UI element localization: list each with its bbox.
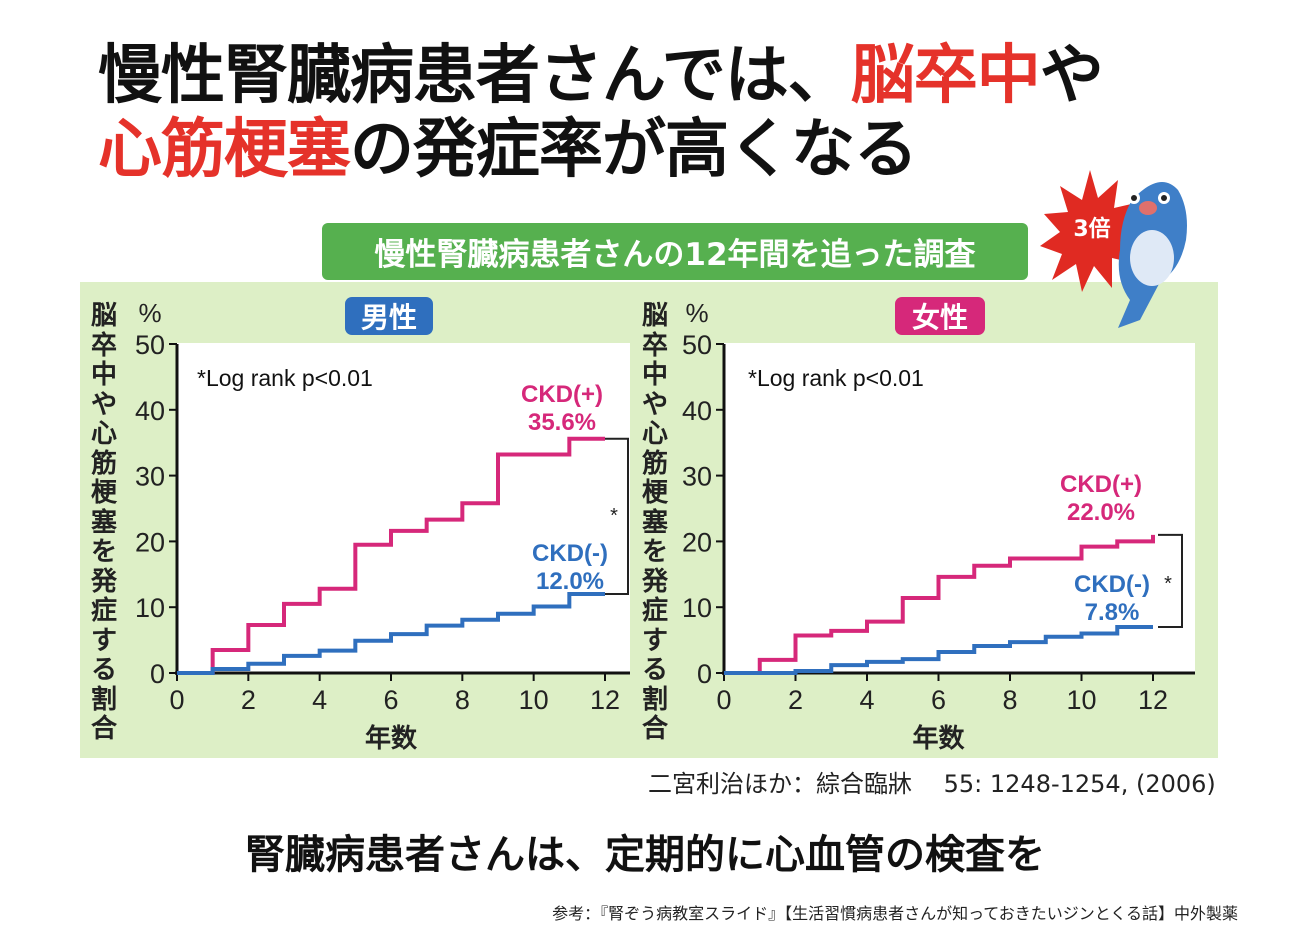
burst-text: 3倍 <box>1073 216 1110 242</box>
series-end-value: 35.6% <box>528 409 596 436</box>
citation: 二宮利治ほか：綜合臨牀 55: 1248-1254, (2006) <box>648 770 1216 798</box>
logrank-annotation: *Log rank p<0.01 <box>748 365 924 391</box>
x-tick-label: 0 <box>716 685 731 715</box>
significance-star: * <box>610 505 618 527</box>
series-label: CKD(+) <box>521 381 603 408</box>
series-end-value: 22.0% <box>1067 499 1135 526</box>
series-line-ckd-negative <box>724 624 1153 675</box>
x-tick-label: 2 <box>241 685 256 715</box>
male-y-axis-title: 脳卒中や心筋梗塞を発症する割合 <box>90 301 117 744</box>
series-line-ckd-positive <box>177 436 605 675</box>
x-tick-label: 4 <box>312 685 327 715</box>
y-tick-label: 20 <box>682 527 712 557</box>
series-label: CKD(-) <box>1074 571 1150 598</box>
x-axis-title: 年数 <box>912 723 965 753</box>
y-tick-label: 10 <box>682 593 712 623</box>
x-tick-label: 6 <box>383 685 398 715</box>
logrank-annotation: *Log rank p<0.01 <box>197 365 373 391</box>
x-tick-label: 2 <box>788 685 803 715</box>
headline-text: や <box>1039 39 1104 113</box>
series-line-ckd-negative <box>177 592 605 675</box>
headline-highlight-stroke: 脳卒中 <box>850 39 1041 113</box>
x-tick-label: 12 <box>590 685 620 715</box>
headline-text: の発症率が高くなる <box>350 113 918 187</box>
female-y-axis-title: 脳卒中や心筋梗塞を発症する割合 <box>641 301 668 744</box>
y-tick-label: 30 <box>135 462 165 492</box>
headline-line-1: 慢性腎臓病患者さんでは、脳卒中や <box>98 44 1104 108</box>
y-tick-label: 40 <box>682 396 712 426</box>
y-tick-label: 0 <box>697 659 712 689</box>
headline-text: 慢性腎臓病患者さんでは、 <box>98 39 852 113</box>
y-tick-label: 30 <box>682 462 712 492</box>
shark-mascot-icon <box>1118 182 1187 328</box>
series-end-value: 12.0% <box>536 568 604 595</box>
x-tick-label: 6 <box>931 685 946 715</box>
y-unit-label: % <box>138 298 161 328</box>
y-tick-label: 0 <box>150 659 165 689</box>
series-end-value: 7.8% <box>1085 599 1140 626</box>
y-tick-label: 20 <box>135 527 165 557</box>
x-axis-title: 年数 <box>365 723 418 753</box>
male-plot-area <box>177 343 630 674</box>
x-tick-label: 0 <box>169 685 184 715</box>
series-label: CKD(-) <box>532 540 608 567</box>
reference-footnote: 参考：『腎ぞう病教室スライド』【生活習慣病患者さんが知っておきたいジンとくる話】… <box>552 904 1238 923</box>
series-line-ckd-positive <box>724 534 1155 675</box>
y-tick-label: 10 <box>135 593 165 623</box>
x-tick-label: 8 <box>1002 685 1017 715</box>
y-tick-label: 40 <box>135 396 165 426</box>
key-message: 腎臓病患者さんは、定期的に心血管の検査を <box>245 832 1045 878</box>
series-label: CKD(+) <box>1060 471 1142 498</box>
significance-star: * <box>1164 573 1172 595</box>
y-tick-label: 50 <box>682 330 712 360</box>
x-tick-label: 8 <box>455 685 470 715</box>
mascot-illustration: 3倍 <box>1040 170 1187 328</box>
x-tick-label: 12 <box>1138 685 1168 715</box>
x-tick-label: 10 <box>1066 685 1096 715</box>
significance-bracket <box>605 437 629 596</box>
female-plot-area <box>724 343 1195 674</box>
y-unit-label: % <box>685 298 708 328</box>
headline-line-2: 心筋梗塞の発症率が高くなる <box>98 118 918 182</box>
female-badge: 女性 <box>895 297 985 335</box>
starburst-icon <box>1040 170 1148 292</box>
headline-highlight-mi: 心筋梗塞 <box>98 113 351 187</box>
male-badge: 男性 <box>345 297 433 335</box>
x-tick-label: 10 <box>519 685 549 715</box>
y-tick-label: 50 <box>135 330 165 360</box>
study-banner: 慢性腎臓病患者さんの12年間を追った調査 <box>322 223 1028 280</box>
significance-bracket <box>1158 533 1183 628</box>
x-tick-label: 4 <box>859 685 874 715</box>
